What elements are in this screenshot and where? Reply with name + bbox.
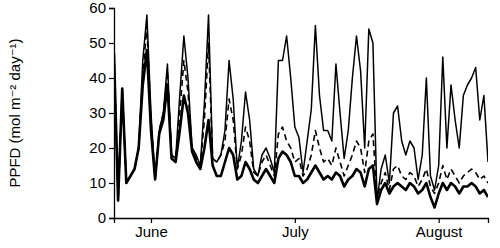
x-tick-label: June xyxy=(135,223,168,240)
y-tick-label: 60 xyxy=(89,0,106,16)
y-tick-label: 0 xyxy=(98,209,106,226)
y-tick: 0 xyxy=(98,209,114,226)
y-tick: 10 xyxy=(89,174,114,191)
plot-lines xyxy=(114,15,488,208)
y-tick: 50 xyxy=(89,34,114,51)
y-tick: 60 xyxy=(89,0,114,16)
y-tick: 30 xyxy=(89,104,114,121)
y-tick-label: 30 xyxy=(89,104,106,121)
y-tick-mark xyxy=(109,148,114,149)
y-tick-label: 40 xyxy=(89,69,106,86)
x-axis: June July August xyxy=(115,218,489,240)
chart: 0 10 20 30 40 50 60 June July August PPFD (mol m⁻²… xyxy=(0,0,500,248)
y-tick-label: 50 xyxy=(89,34,106,51)
y-tick-mark xyxy=(109,218,114,219)
y-tick: 40 xyxy=(89,69,114,86)
x-tick: August xyxy=(416,218,464,240)
y-tick-mark xyxy=(109,183,114,184)
x-tick: July xyxy=(282,218,309,240)
x-tick-label: July xyxy=(282,223,309,240)
x-tick: June xyxy=(135,218,168,240)
y-tick-label: 10 xyxy=(89,174,106,191)
y-tick-mark xyxy=(109,43,114,44)
y-axis: 0 10 20 30 40 50 60 xyxy=(89,0,114,226)
series-line xyxy=(114,15,488,201)
y-tick-label: 20 xyxy=(89,139,106,156)
series-line xyxy=(114,50,488,208)
y-axis-line xyxy=(109,9,115,219)
y-axis-title: PPFD (mol m⁻² day⁻¹) xyxy=(6,38,23,187)
y-tick-mark xyxy=(109,113,114,114)
x-tick-label: August xyxy=(416,223,464,240)
y-tick-mark xyxy=(109,8,114,9)
y-tick: 20 xyxy=(89,139,114,156)
y-tick-mark xyxy=(109,78,114,79)
